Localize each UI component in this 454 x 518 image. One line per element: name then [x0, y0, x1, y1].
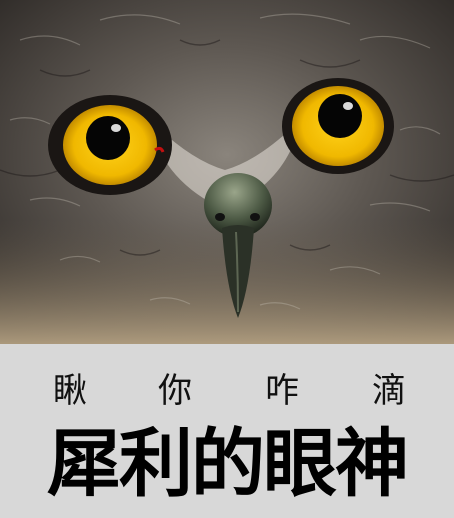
caption-line-1-char: 咋: [265, 371, 299, 411]
caption-line-1-char: 瞅: [53, 371, 87, 411]
caption-line-1: 瞅 你 咋 滴: [0, 366, 454, 416]
caption-panel: 瞅 你 咋 滴 犀利的眼神: [0, 344, 454, 518]
left-eye: [48, 95, 172, 195]
right-eye: [282, 78, 394, 174]
caption-line-1-char: 滴: [372, 371, 406, 411]
beak: [204, 173, 272, 318]
caption-line-2: 犀利的眼神: [47, 421, 409, 507]
owl-face-photo: [0, 0, 454, 344]
caption-line-1-char: 你: [158, 371, 192, 411]
